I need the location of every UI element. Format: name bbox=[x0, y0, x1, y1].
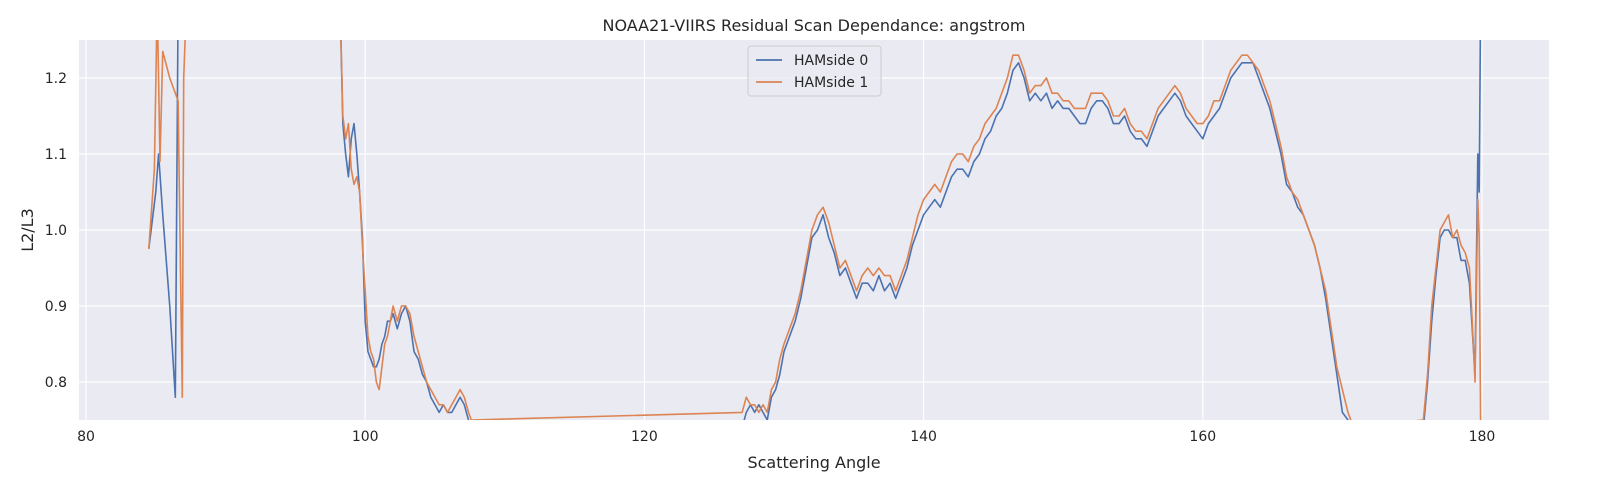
series-line-1 bbox=[148, 40, 1482, 420]
legend-label: HAMside 1 bbox=[794, 75, 868, 91]
legend-box bbox=[747, 45, 882, 97]
y-tick-label: 1.0 bbox=[45, 223, 67, 239]
legend: HAMside 0 HAMside 1 bbox=[747, 45, 882, 97]
y-tick-label: 1.2 bbox=[45, 71, 67, 87]
x-tick-label: 120 bbox=[631, 429, 658, 445]
x-tick-label: 180 bbox=[1469, 429, 1496, 445]
x-tick-label: 160 bbox=[1189, 429, 1216, 445]
x-tick-label: 140 bbox=[910, 429, 937, 445]
legend-label: HAMside 0 bbox=[794, 53, 868, 69]
y-tick-label: 0.8 bbox=[45, 375, 67, 391]
x-tick-label: 80 bbox=[77, 429, 95, 445]
x-axis-label: Scattering Angle bbox=[747, 453, 880, 472]
chart-title: NOAA21-VIIRS Residual Scan Dependance: a… bbox=[602, 16, 1025, 35]
y-tick-label: 0.9 bbox=[45, 299, 67, 315]
x-tick-label: 100 bbox=[352, 429, 379, 445]
y-axis-label: L2/L3 bbox=[18, 208, 37, 252]
series-lines bbox=[148, 40, 1482, 420]
y-tick-label: 1.1 bbox=[45, 147, 67, 163]
axis-ticks: 80 100 120 140 160 180 0.8 0.9 1.0 1.1 1.2 bbox=[45, 71, 1496, 445]
